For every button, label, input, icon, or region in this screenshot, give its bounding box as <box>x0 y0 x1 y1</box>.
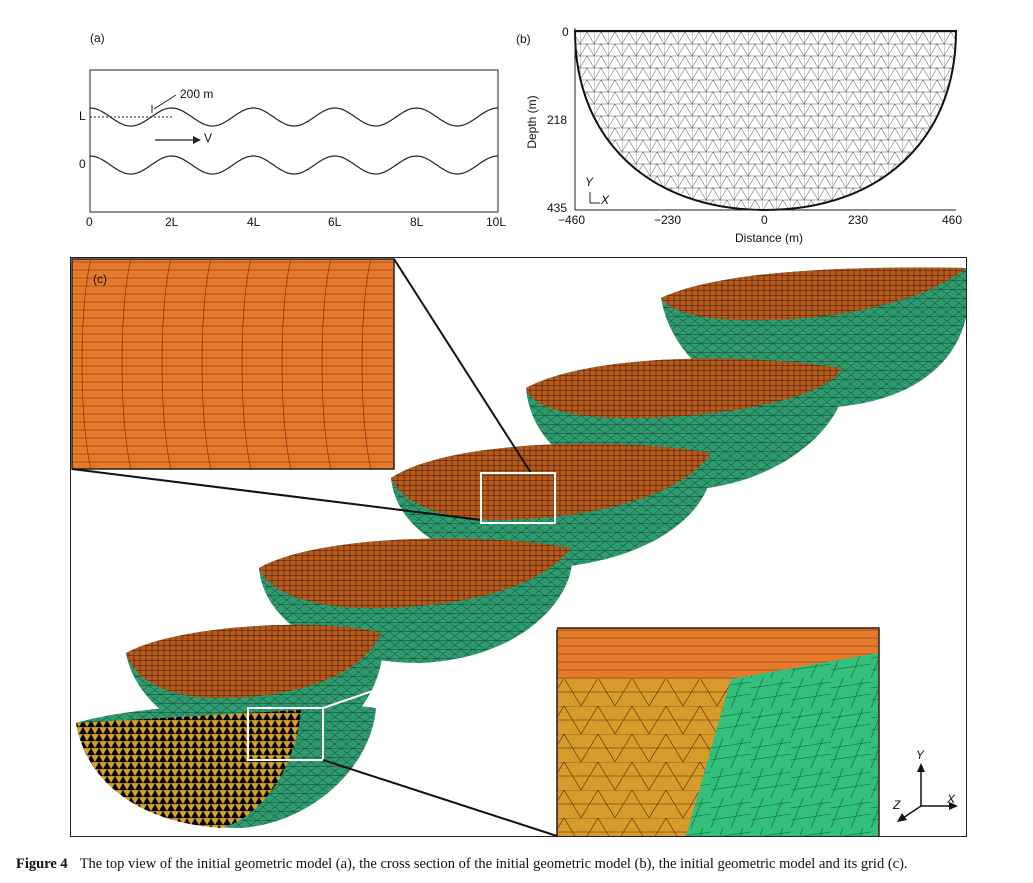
top-surface-inset <box>71 258 395 470</box>
channel-segment-2 <box>259 538 573 663</box>
x-tick-0: 0 <box>86 215 93 229</box>
y-tick-435: 435 <box>547 201 568 215</box>
y-tick-218: 218 <box>547 113 568 127</box>
panel-a-plot <box>89 69 499 213</box>
y-label-L: L <box>79 109 86 123</box>
y-tick-0: 0 <box>562 25 569 39</box>
zoom-box-bottom <box>247 707 324 761</box>
channel-upper-boundary <box>89 107 499 127</box>
x-tick-neg230: −230 <box>654 213 682 227</box>
zoom-box-top <box>480 472 556 524</box>
x-tick-8L: 8L <box>410 215 424 229</box>
width-annotation: 200 m <box>180 87 214 101</box>
x-tick-4L: 4L <box>247 215 261 229</box>
x-tick-6L: 6L <box>328 215 342 229</box>
panel-a-label: (a) <box>90 31 105 45</box>
axis-triad <box>897 763 958 822</box>
panel-b-label: (b) <box>516 32 531 46</box>
x-tick-neg460: −460 <box>558 213 586 227</box>
triad-z-label: Z <box>893 798 901 812</box>
panel-a: (a) 200 m V L 0 0 2L 4L 6L 8L 10L <box>70 25 520 235</box>
y-label-0: 0 <box>79 157 86 171</box>
panel-b-xlabel: Distance (m) <box>735 231 804 245</box>
triad-y-label: Y <box>916 748 925 762</box>
front-cross-section <box>76 710 301 828</box>
caption-figure-number: Figure 4 <box>16 856 68 872</box>
inset-leader-top-2 <box>71 468 482 521</box>
panel-b-axis-x: X <box>601 193 610 207</box>
channel-segment-3 <box>391 443 713 568</box>
width-pointer <box>153 94 177 110</box>
velocity-label: V <box>204 131 213 145</box>
inset-leader-bottom-2 <box>322 759 558 837</box>
inset-leader-bottom-1 <box>322 627 558 709</box>
section-inset <box>556 627 880 837</box>
panel-c: (c) Y X Z <box>70 257 967 837</box>
panel-b-plot <box>573 28 958 212</box>
triad-x-label: X <box>947 792 956 806</box>
channel-segment-front <box>76 703 376 828</box>
panel-b-axis-y: Y <box>585 175 594 189</box>
x-tick-460: 460 <box>942 213 963 227</box>
x-tick-2L: 2L <box>165 215 179 229</box>
caption-text: The top view of the initial geometric mo… <box>79 856 908 872</box>
panel-b: (b) Y X 0 218 435 Depth (m) −460 −230 0 … <box>510 20 990 250</box>
x-tick-0: 0 <box>761 213 768 227</box>
velocity-arrowhead <box>193 136 201 144</box>
panel-c-model <box>71 258 966 837</box>
panel-a-frame <box>89 69 499 213</box>
panel-b-ylabel: Depth (m) <box>525 95 539 149</box>
inset-leader-top-1 <box>393 258 532 474</box>
panel-c-label: (c) <box>93 272 107 286</box>
channel-lower-boundary <box>89 155 499 175</box>
figure-caption: Figure 4 The top view of the initial geom… <box>16 856 1026 873</box>
x-tick-230: 230 <box>848 213 869 227</box>
x-tick-10L: 10L <box>486 215 507 229</box>
